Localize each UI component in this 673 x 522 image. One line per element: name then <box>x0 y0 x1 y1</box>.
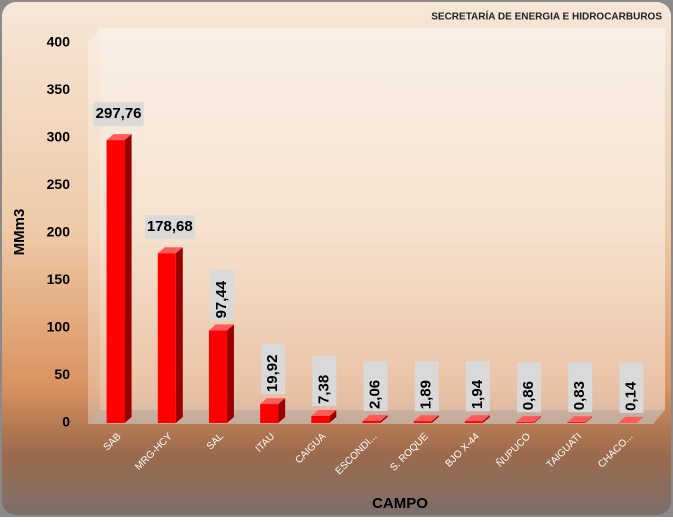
y-tick-label: 400 <box>47 34 71 50</box>
y-tick-label: 200 <box>47 224 71 240</box>
bar <box>516 422 534 423</box>
side-wall <box>88 28 100 424</box>
value-label: 2,06 <box>366 380 383 409</box>
bar-side <box>227 324 234 423</box>
y-tick-label: 100 <box>47 319 71 335</box>
bar-side <box>125 134 132 423</box>
chart-title: SECRETARÍA DE ENERGIA E HIDROCARBUROS <box>431 10 662 23</box>
value-label: 0,83 <box>571 381 588 410</box>
bar <box>465 421 483 423</box>
value-label: 1,89 <box>418 380 435 409</box>
y-tick-label: 250 <box>47 176 71 192</box>
x-axis-label: CAMPO <box>372 495 428 512</box>
bar-side <box>176 247 183 423</box>
bar <box>107 140 125 423</box>
value-label: 297,76 <box>96 105 142 122</box>
y-axis-label: MMm3 <box>11 209 28 256</box>
y-tick-label: 150 <box>47 271 71 287</box>
value-label: 0,14 <box>622 381 639 411</box>
y-tick-label: 350 <box>47 81 71 97</box>
bar <box>311 416 329 423</box>
bar <box>209 330 227 423</box>
y-tick-label: 0 <box>62 414 70 430</box>
value-label: 7,38 <box>315 375 332 404</box>
bar <box>414 421 432 423</box>
y-tick-label: 300 <box>47 129 71 145</box>
bar <box>363 421 381 423</box>
y-tick-label: 50 <box>54 366 70 382</box>
value-label: 178,68 <box>147 218 193 235</box>
bar <box>260 404 278 423</box>
value-label: 97,44 <box>213 280 230 318</box>
value-label: 19,92 <box>264 355 281 393</box>
value-label: 0,86 <box>520 381 537 410</box>
value-label: 1,94 <box>469 379 486 409</box>
bar <box>567 422 585 423</box>
bar <box>158 253 176 423</box>
